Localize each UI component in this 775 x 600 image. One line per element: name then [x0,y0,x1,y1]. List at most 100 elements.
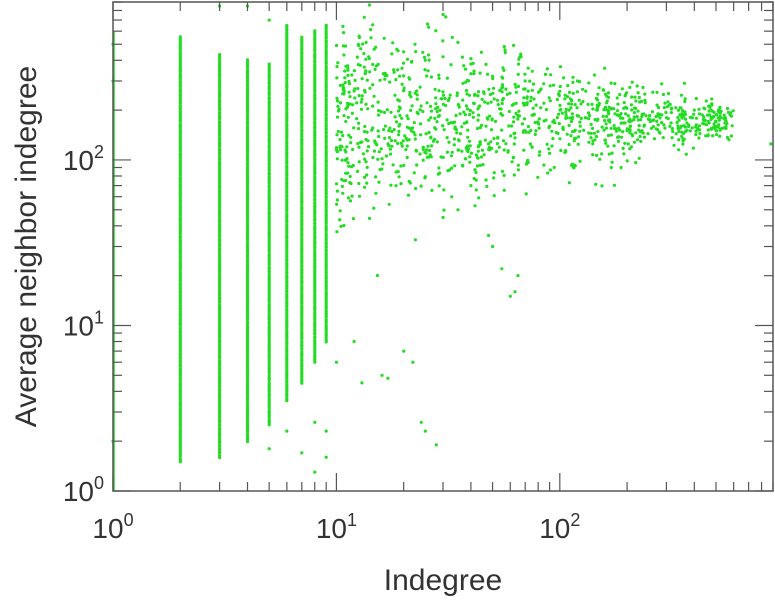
data-point [405,114,409,118]
data-point [657,106,661,110]
data-point [408,90,412,94]
data-point [640,112,644,116]
data-point [245,347,250,351]
data-point [609,81,613,85]
data-point [523,72,527,76]
data-point [397,133,401,137]
data-point [698,131,702,136]
data-point [510,160,514,164]
data-point [357,34,361,38]
data-point [390,144,394,148]
data-point [395,47,399,52]
data-point [359,47,363,51]
data-point [340,184,344,188]
data-point [389,110,393,114]
data-point [357,194,362,198]
data-point [596,130,600,134]
data-point [245,294,250,298]
data-point [555,116,560,120]
data-point [700,113,704,117]
data-point [528,142,533,146]
data-point [390,129,394,134]
data-point [500,169,505,173]
data-point [514,101,518,105]
data-point [300,182,304,186]
data-point [491,91,495,95]
data-point [669,111,674,115]
data-point [450,166,454,170]
data-point [285,193,289,197]
data-point [267,397,271,402]
data-point [368,70,372,74]
data-point [267,174,271,179]
data-point [557,112,561,116]
data-point [483,138,487,142]
data-point [245,112,250,116]
data-point [351,217,355,221]
data-point [551,83,556,87]
data-point [324,59,328,63]
data-point [565,132,569,136]
data-point [348,95,352,99]
data-point [523,79,527,83]
data-point [461,98,465,102]
data-point [656,123,660,127]
data-point [489,100,493,104]
data-point [682,124,686,128]
data-point [482,153,486,157]
data-point [533,132,537,136]
data-point [563,97,567,101]
data-point [373,67,377,71]
data-point [683,97,687,101]
data-point [324,187,328,191]
data-point [267,313,271,317]
data-point [590,126,595,130]
data-point [712,115,716,119]
data-point [476,94,480,98]
data-point [432,137,437,141]
data-point [622,101,626,105]
data-point [469,151,474,155]
data-point [285,154,289,158]
data-point [454,113,458,118]
data-point [361,42,365,46]
data-point [267,302,271,306]
data-point [581,87,585,91]
data-point [726,110,731,114]
data-point [335,65,339,69]
data-point [178,96,182,100]
data-point [502,68,506,72]
data-point [324,163,328,167]
data-point [300,258,304,262]
data-point [392,70,396,74]
data-point [510,124,514,128]
data-point [398,106,402,110]
data-point [300,370,304,374]
data-point [564,150,568,154]
data-point [178,333,182,337]
data-point [178,293,182,297]
data-point [300,350,304,354]
data-point [410,104,414,108]
data-point [522,96,526,100]
data-point [513,136,517,140]
data-point [178,304,182,308]
data-point [449,121,453,125]
data-point [267,237,271,241]
data-point [591,142,595,146]
data-point [480,123,484,127]
data-point [491,244,495,249]
data-point [267,324,271,328]
data-point [397,175,401,179]
data-point [449,154,453,158]
data-point [405,155,409,160]
data-point [396,141,400,145]
data-point [489,140,493,144]
data-point [484,178,488,182]
data-point [712,122,716,126]
data-point [218,114,222,118]
data-point [398,122,402,126]
data-point [267,162,271,166]
data-point [300,153,304,157]
data-point [697,107,701,111]
